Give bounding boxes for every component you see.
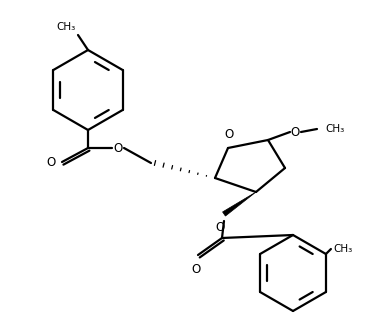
Text: O: O	[215, 221, 225, 234]
Polygon shape	[223, 192, 256, 216]
Text: O: O	[47, 156, 56, 168]
Text: O: O	[224, 128, 234, 141]
Text: O: O	[290, 125, 299, 138]
Text: CH₃: CH₃	[325, 124, 344, 134]
Text: CH₃: CH₃	[57, 22, 76, 32]
Text: CH₃: CH₃	[333, 244, 352, 254]
Text: O: O	[113, 142, 123, 155]
Text: O: O	[191, 263, 201, 276]
